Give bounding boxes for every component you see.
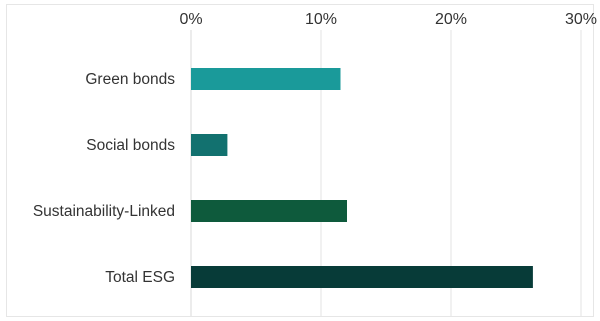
- bar: [191, 134, 228, 156]
- x-tick-label: 20%: [435, 11, 467, 28]
- category-label: Green bonds: [85, 71, 175, 88]
- x-tick-label: 30%: [565, 11, 597, 28]
- bar: [191, 68, 341, 90]
- category-labels: Green bonds Social bonds Sustainability-Li…: [33, 71, 175, 286]
- x-axis-ticks: 0% 10% 20% 30%: [179, 11, 597, 28]
- x-tick-label: 10%: [305, 11, 337, 28]
- chart-frame: [6, 4, 594, 317]
- category-label: Social bonds: [86, 137, 175, 154]
- bars: [191, 68, 533, 288]
- category-label: Sustainability-Linked: [33, 203, 175, 220]
- category-label: Total ESG: [105, 269, 175, 286]
- bar: [191, 266, 533, 288]
- bar: [191, 200, 347, 222]
- x-tick-label: 0%: [179, 11, 202, 28]
